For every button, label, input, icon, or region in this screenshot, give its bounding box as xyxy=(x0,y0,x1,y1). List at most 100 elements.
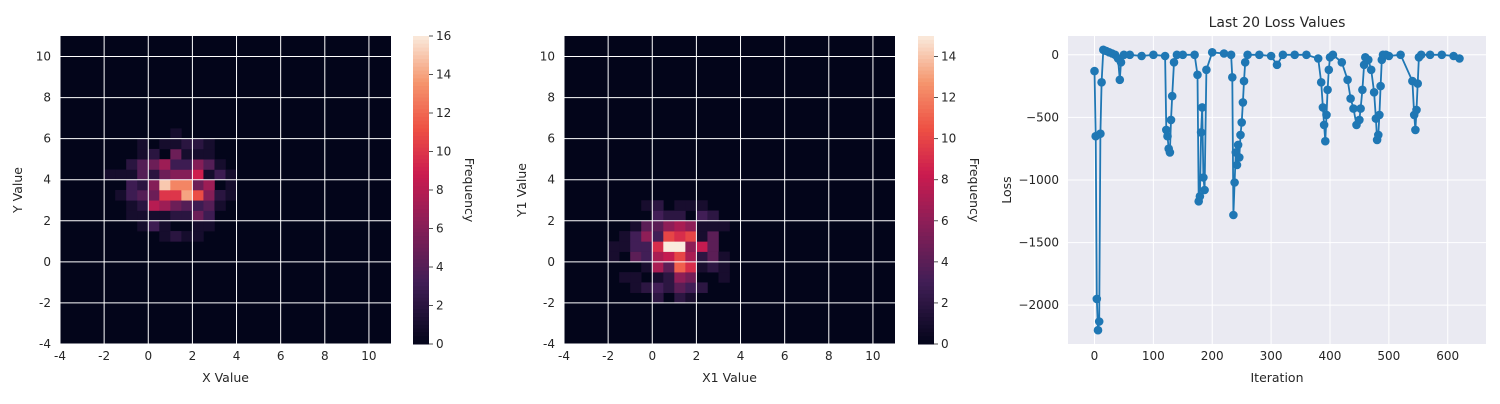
colorbar-segment xyxy=(918,270,934,276)
colorbar-segment xyxy=(918,139,934,145)
x-tick-label: 0 xyxy=(144,349,152,363)
heatmap-cell xyxy=(192,200,204,211)
colorbar-segment xyxy=(918,293,934,299)
colorbar-segment xyxy=(413,282,429,287)
loss-point xyxy=(1321,136,1330,146)
heatmap-cell xyxy=(203,159,215,170)
loss-point xyxy=(1228,73,1237,82)
heatmap-cell xyxy=(148,220,160,232)
loss-point xyxy=(1233,140,1243,150)
colorbar-segment xyxy=(413,224,429,229)
heatmap-cell xyxy=(707,251,719,263)
x-tick-label: 100 xyxy=(1142,349,1165,363)
x-tick-label: 0 xyxy=(1091,349,1099,363)
colorbar-segment xyxy=(413,278,429,283)
heatmap-cell xyxy=(137,148,149,160)
y-tick-label: −1500 xyxy=(1018,236,1059,250)
y-tick-label: 4 xyxy=(547,173,555,187)
heatmap-background xyxy=(564,36,895,344)
colorbar-tick-label: 4 xyxy=(436,260,444,274)
heatmap-cell xyxy=(663,210,675,222)
x-tick-label: 2 xyxy=(189,349,197,363)
heatmap-cell xyxy=(652,272,664,283)
heatmap-cell xyxy=(148,210,160,222)
loss-point xyxy=(1236,130,1245,140)
x-tick-label: 500 xyxy=(1377,349,1400,363)
heatmap-cell xyxy=(192,220,204,232)
heatmap-cell xyxy=(696,231,708,242)
colorbar-segment xyxy=(413,193,429,199)
heatmap-cell xyxy=(203,138,215,150)
loss-point xyxy=(1226,50,1236,60)
heatmap-panel-2: -4 -2 0 2 4 6 8 10 -4 -2 0 2 4 6 8 10 X1 Value Y1 Valu… xyxy=(514,36,982,385)
heatmap-cell xyxy=(685,272,697,283)
loss-point xyxy=(1239,76,1249,86)
heatmap-2-grid xyxy=(563,36,895,345)
colorbar-segment xyxy=(918,255,934,260)
heatmap-cell xyxy=(630,272,642,283)
colorbar-1 xyxy=(413,36,429,345)
colorbar-1-ticks: 0 2 4 6 8 10 12 14 16 xyxy=(429,29,451,351)
loss-point xyxy=(1319,120,1329,130)
loss-point xyxy=(1266,51,1276,61)
heatmap-cell xyxy=(674,292,686,304)
colorbar-tick-label: 16 xyxy=(436,29,451,43)
y-tick-label: 6 xyxy=(43,132,51,146)
colorbar-segment xyxy=(918,193,934,199)
y-tick-label: 2 xyxy=(547,214,555,228)
heatmap-cell xyxy=(181,159,193,170)
y-tick-label: 0 xyxy=(1051,48,1059,62)
colorbar-segment xyxy=(413,293,429,299)
heatmap-cell xyxy=(663,220,675,232)
loss-point xyxy=(1318,103,1328,112)
loss-point xyxy=(1374,130,1383,140)
heatmap-cell xyxy=(137,169,149,181)
heatmap-cell xyxy=(170,210,182,222)
colorbar-segment xyxy=(413,270,429,276)
colorbar-segment xyxy=(413,97,429,102)
colorbar-segment xyxy=(413,213,429,218)
colorbar-2-ticks: 0 2 4 6 8 10 12 14 xyxy=(934,50,956,351)
colorbar-segment xyxy=(918,267,934,272)
heatmap-cell xyxy=(181,138,193,150)
x-tick-label: 400 xyxy=(1319,349,1342,363)
heatmap-cell xyxy=(225,179,237,191)
loss-point xyxy=(1358,85,1367,95)
x-tick-label: 600 xyxy=(1436,349,1459,363)
heatmap-cell xyxy=(652,292,664,304)
colorbar-tick-label: 14 xyxy=(436,68,451,82)
heatmap-2-x-axis-label: X1 Value xyxy=(702,370,757,385)
loss-y-ticks: 0 −500 −1000 −1500 −2000 xyxy=(1018,48,1059,312)
colorbar-segment xyxy=(413,290,429,295)
colorbar-segment xyxy=(413,128,429,133)
loss-point xyxy=(1093,325,1103,335)
colorbar-segment xyxy=(413,174,429,179)
colorbar-segment xyxy=(413,78,429,83)
heatmap-cell xyxy=(652,200,664,211)
heatmap-cell xyxy=(137,190,149,201)
loss-point xyxy=(1090,66,1099,76)
heatmap-cell xyxy=(159,159,171,170)
heatmap-1-x-axis-label: X Value xyxy=(202,370,249,385)
loss-point xyxy=(1355,115,1364,125)
colorbar-segment xyxy=(413,47,429,52)
heatmap-cell xyxy=(170,179,182,191)
loss-x-axis-label: Iteration xyxy=(1250,370,1303,385)
heatmap-cell xyxy=(148,190,160,201)
loss-point xyxy=(1238,98,1248,107)
colorbar-segment xyxy=(413,109,429,114)
colorbar-segment xyxy=(413,113,429,118)
colorbar-segment xyxy=(918,166,934,172)
colorbar-segment xyxy=(918,297,934,303)
heatmap-cell xyxy=(225,190,237,201)
heatmap-cell xyxy=(685,241,697,252)
colorbar-segment xyxy=(918,224,934,229)
heatmap-cell xyxy=(674,231,686,242)
colorbar-tick-label: 10 xyxy=(941,132,956,146)
loss-point xyxy=(1416,50,1426,60)
heatmap-cell xyxy=(115,169,127,181)
colorbar-segment xyxy=(413,74,429,79)
colorbar-segment xyxy=(413,197,429,203)
x-tick-label: -2 xyxy=(98,349,110,363)
